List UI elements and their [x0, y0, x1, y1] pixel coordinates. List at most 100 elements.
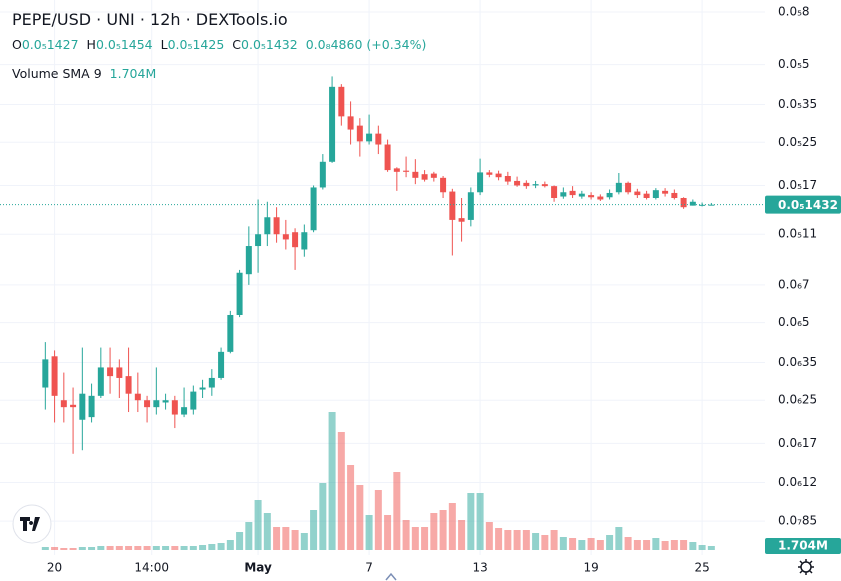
- volume-bar: [69, 548, 77, 550]
- candle-body: [366, 133, 373, 142]
- volume-bar: [245, 522, 253, 550]
- volume-bar: [254, 500, 262, 550]
- candle-body: [144, 400, 151, 408]
- candle-body: [329, 86, 336, 162]
- legend-title: PEPE/USD · UNI · 12h · DEXTools.io: [12, 10, 288, 29]
- low-key: L: [160, 37, 168, 52]
- volume-bar: [51, 547, 59, 550]
- volume-bar: [208, 544, 216, 550]
- tradingview-logo[interactable]: [12, 504, 52, 544]
- volume-bar: [97, 546, 105, 550]
- volume-bar: [300, 533, 308, 550]
- last-price-box: [765, 195, 841, 214]
- volume-layer: [41, 412, 715, 550]
- volume-bar: [41, 547, 49, 550]
- candle-body: [551, 186, 558, 199]
- volume-bar: [689, 542, 697, 550]
- volume-bar: [78, 547, 86, 550]
- open-value: 0.0₅1427: [21, 37, 79, 52]
- candle-body: [282, 234, 289, 240]
- logo-mark[interactable]: [20, 517, 40, 531]
- volume-bar: [310, 510, 318, 550]
- x-tick-label: May: [244, 561, 272, 575]
- axis-layer: 0.0₅8 0.0₅5 0.0₅35 0.0₅25 0.0₅17 0.0₅11 0.0₆7 0…: [47, 4, 841, 575]
- volume-bar: [513, 530, 521, 550]
- y-tick-label: 0.0₆35: [778, 355, 817, 369]
- candle-body: [181, 407, 188, 415]
- candle-body: [671, 192, 678, 199]
- legend-ohlc: O0.0₅1427 H0.0₅1454 L0.0₅1425 C0.0₅1432 …: [12, 37, 426, 52]
- x-tick-label: 19: [583, 561, 598, 575]
- candle-body: [134, 393, 141, 401]
- legend-volume: Volume SMA 9 1.704M: [12, 66, 156, 81]
- y-tick-label: 0.0₅8: [778, 4, 810, 18]
- candle-body: [393, 168, 400, 172]
- high-value: 0.0₅1454: [95, 37, 153, 52]
- volume-bar: [365, 515, 373, 550]
- y-tick-label: 0.0₆7: [778, 277, 810, 291]
- y-tick-label: 0.0₅5: [778, 57, 810, 71]
- volume-bar: [643, 540, 651, 550]
- volume-bar: [384, 515, 392, 550]
- candle-body: [97, 367, 104, 396]
- volume-bar: [569, 538, 577, 550]
- volume-bar: [125, 546, 133, 550]
- y-tick-label: 0.0₆12: [778, 475, 817, 489]
- volume-bar: [319, 483, 327, 550]
- candle-body: [486, 172, 493, 175]
- high-key: H: [86, 37, 96, 52]
- x-tick-label: 25: [694, 561, 709, 575]
- candle-body: [319, 161, 326, 188]
- candle-body: [356, 125, 363, 142]
- candle-body: [245, 246, 252, 275]
- y-tick-label: 0.0₆25: [778, 393, 817, 407]
- y-tick-label: 0.0₆5: [778, 315, 810, 329]
- candle-body: [662, 190, 669, 194]
- candle-body: [458, 218, 465, 222]
- candle-body: [523, 182, 530, 187]
- gear-teeth[interactable]: [798, 559, 814, 575]
- scroll-arrow[interactable]: [385, 572, 397, 581]
- candle-body: [588, 195, 595, 198]
- candle-body: [569, 190, 576, 196]
- volume-bar: [439, 510, 447, 550]
- candle-body: [255, 234, 262, 247]
- volume-bar: [162, 546, 170, 550]
- volume-bar: [633, 540, 641, 550]
- candle-body: [597, 196, 604, 200]
- volume-bar: [282, 527, 290, 550]
- y-tick-label: 0.0₅11: [778, 227, 817, 241]
- volume-bar: [670, 540, 678, 550]
- candle-body: [375, 133, 382, 145]
- open-key: O: [12, 37, 22, 52]
- volume-bar: [606, 535, 614, 550]
- volume-bar: [347, 465, 355, 550]
- volume-bar: [134, 546, 142, 550]
- close-key: C: [232, 37, 242, 52]
- y-tick-label: 0.0₆17: [778, 436, 817, 450]
- volume-bar: [115, 546, 123, 550]
- volume-bar: [411, 527, 419, 550]
- volume-bar: [559, 537, 567, 550]
- volume-bar: [374, 490, 382, 550]
- volume-bar: [88, 547, 96, 550]
- settings-gear[interactable]: [798, 559, 814, 575]
- x-tick-label: 14:00: [134, 561, 169, 575]
- volume-bar: [328, 412, 336, 550]
- candle-body: [190, 391, 197, 410]
- change-value: 0.0₈4860: [305, 37, 363, 52]
- candle-body: [273, 217, 280, 235]
- last-price-label: 0.0₅1432: [778, 198, 838, 212]
- candle-body: [625, 182, 632, 193]
- volume-bar: [458, 520, 466, 550]
- candle-body: [218, 351, 225, 378]
- close-value: 0.0₅1432: [241, 37, 298, 52]
- volume-bar: [707, 546, 715, 550]
- volume-bar: [236, 532, 244, 550]
- volume-bar: [171, 546, 179, 550]
- candle-body: [79, 393, 86, 420]
- volume-bar: [226, 540, 234, 550]
- candle-body: [125, 376, 132, 394]
- volume-sma-value: 1.704M: [109, 66, 157, 81]
- volume-bar: [652, 538, 660, 550]
